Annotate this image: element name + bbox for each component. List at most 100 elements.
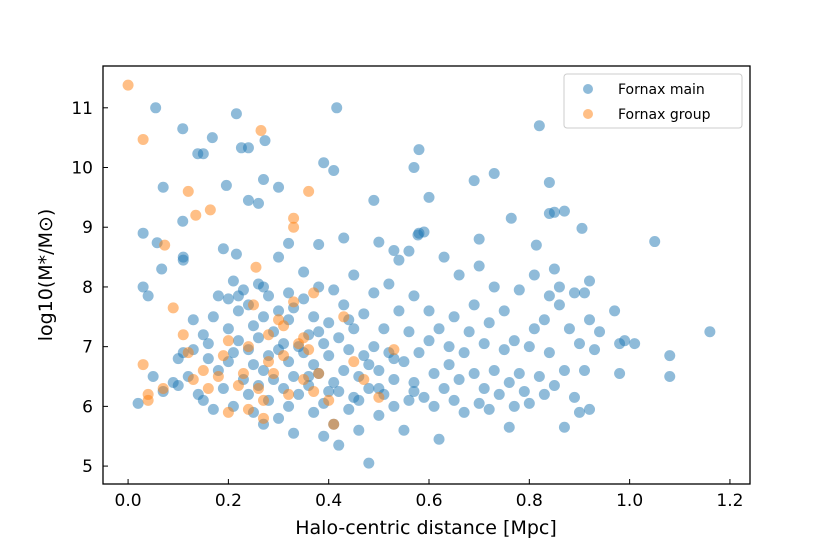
point-fornax-main bbox=[206, 132, 218, 144]
point-fornax-main bbox=[388, 353, 400, 365]
point-fornax-group bbox=[358, 374, 370, 385]
point-fornax-main bbox=[473, 260, 485, 272]
point-fornax-main bbox=[398, 356, 410, 368]
point-fornax-main bbox=[353, 394, 365, 406]
point-fornax-main bbox=[505, 212, 517, 224]
point-fornax-main bbox=[187, 314, 199, 326]
point-fornax-main bbox=[308, 311, 320, 323]
point-fornax-main bbox=[222, 293, 234, 305]
point-fornax-main bbox=[373, 365, 385, 377]
point-fornax-main bbox=[373, 382, 385, 394]
point-fornax-main bbox=[578, 365, 590, 377]
point-fornax-group bbox=[298, 332, 310, 344]
point-fornax-main bbox=[483, 317, 495, 329]
point-fornax-main bbox=[468, 368, 480, 380]
point-fornax-main bbox=[508, 335, 520, 347]
point-fornax-main bbox=[288, 371, 300, 383]
point-fornax-main bbox=[408, 290, 420, 302]
point-fornax-main bbox=[629, 338, 641, 350]
legend-box bbox=[563, 73, 743, 129]
point-fornax-main bbox=[257, 281, 269, 293]
point-fornax-group bbox=[187, 374, 199, 385]
point-fornax-main bbox=[222, 323, 234, 335]
point-fornax-group bbox=[268, 368, 280, 380]
point-fornax-main bbox=[298, 293, 310, 305]
point-fornax-group bbox=[252, 382, 264, 394]
point-fornax-group bbox=[212, 371, 224, 383]
point-fornax-main bbox=[543, 347, 555, 359]
point-fornax-main bbox=[609, 305, 621, 317]
point-fornax-main bbox=[308, 359, 320, 371]
point-fornax-main bbox=[333, 332, 345, 344]
point-fornax-main bbox=[217, 382, 229, 394]
point-fornax-group bbox=[137, 359, 149, 371]
point-fornax-main bbox=[589, 344, 601, 356]
x-tick-label: 1.0 bbox=[616, 491, 643, 511]
point-fornax-main bbox=[488, 365, 500, 377]
point-fornax-main bbox=[137, 227, 149, 239]
point-fornax-main bbox=[568, 391, 580, 403]
point-fornax-main bbox=[433, 323, 445, 335]
point-fornax-main bbox=[227, 347, 239, 359]
point-fornax-group bbox=[388, 344, 400, 356]
point-fornax-main bbox=[197, 148, 209, 160]
point-fornax-main bbox=[503, 421, 515, 433]
point-fornax-main bbox=[323, 350, 335, 362]
point-fornax-main bbox=[308, 406, 320, 418]
point-fornax-main bbox=[576, 222, 588, 234]
point-fornax-main bbox=[247, 320, 259, 332]
point-fornax-group bbox=[250, 261, 262, 273]
point-fornax-main bbox=[252, 332, 264, 344]
point-fornax-main bbox=[473, 397, 485, 409]
point-fornax-main bbox=[368, 287, 380, 299]
point-fornax-group bbox=[338, 311, 350, 323]
point-fornax-main bbox=[273, 412, 285, 424]
point-fornax-main bbox=[323, 385, 335, 397]
y-axis-label: log10(M*/M⊙) bbox=[35, 209, 57, 342]
point-fornax-main bbox=[242, 194, 254, 206]
point-fornax-group bbox=[182, 347, 194, 359]
point-fornax-main bbox=[393, 254, 405, 266]
point-fornax-main bbox=[368, 194, 380, 206]
point-fornax-main bbox=[530, 239, 542, 251]
point-fornax-main bbox=[518, 385, 530, 397]
point-fornax-main bbox=[348, 269, 360, 281]
legend-label-main: Fornax main bbox=[618, 82, 705, 98]
point-fornax-main bbox=[573, 406, 585, 418]
point-fornax-group bbox=[222, 335, 234, 347]
point-fornax-main bbox=[548, 263, 560, 275]
point-fornax-main bbox=[378, 323, 390, 335]
legend-label-group: Fornax group bbox=[618, 107, 711, 123]
point-fornax-main bbox=[523, 341, 535, 353]
point-fornax-main bbox=[468, 299, 480, 311]
point-fornax-main bbox=[313, 239, 325, 251]
point-fornax-main bbox=[553, 281, 565, 293]
point-fornax-main bbox=[498, 344, 510, 356]
point-fornax-group bbox=[257, 412, 269, 424]
point-fornax-main bbox=[230, 108, 242, 120]
point-fornax-group bbox=[278, 350, 290, 362]
point-fornax-main bbox=[538, 388, 550, 400]
point-fornax-main bbox=[528, 323, 540, 335]
point-fornax-main bbox=[328, 165, 340, 176]
point-fornax-main bbox=[403, 394, 415, 406]
point-fornax-group bbox=[137, 133, 149, 145]
point-fornax-main bbox=[493, 388, 505, 400]
point-fornax-group bbox=[313, 368, 325, 380]
point-fornax-main bbox=[283, 287, 295, 299]
point-fornax-main bbox=[423, 305, 435, 317]
point-fornax-main bbox=[388, 400, 400, 412]
point-fornax-main bbox=[568, 287, 580, 299]
point-fornax-main bbox=[498, 305, 510, 317]
point-fornax-main bbox=[413, 144, 425, 156]
point-fornax-main bbox=[428, 400, 440, 412]
point-fornax-main bbox=[553, 299, 565, 311]
point-fornax-main bbox=[433, 433, 445, 445]
point-fornax-main bbox=[147, 371, 159, 383]
x-axis-ticks: 0.0 0.2 0.4 0.6 0.8 1.0 1.2 bbox=[115, 479, 743, 511]
point-fornax-main bbox=[458, 347, 470, 359]
point-fornax-main bbox=[278, 338, 290, 350]
point-fornax-main bbox=[403, 245, 415, 257]
point-fornax-group bbox=[190, 209, 202, 221]
x-tick-label: 0.0 bbox=[115, 491, 142, 511]
